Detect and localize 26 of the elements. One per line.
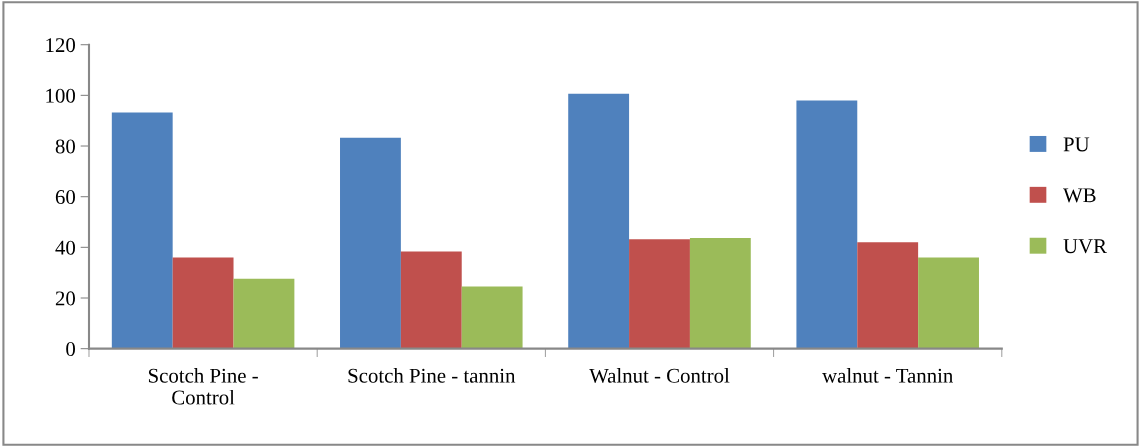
bar xyxy=(111,112,173,349)
bar xyxy=(340,137,401,349)
x-tick-label: Scotch Pine - tannin xyxy=(348,368,516,383)
y-tick-label: 120 xyxy=(46,38,76,53)
y-tick-label: 60 xyxy=(55,190,76,205)
legend-label: UVR xyxy=(1063,239,1107,254)
x-tick-label: walnut - Tannin xyxy=(822,368,953,383)
bar xyxy=(857,242,919,349)
x-tick-label: Walnut - Control xyxy=(589,368,730,383)
bar xyxy=(689,237,751,349)
bar xyxy=(233,278,295,349)
bar xyxy=(400,251,462,349)
y-tick-label: 0 xyxy=(66,342,76,357)
legend-label: PU xyxy=(1063,137,1090,152)
bar xyxy=(172,257,234,349)
bar xyxy=(918,257,979,349)
x-tick-label: Scotch Pine - Control xyxy=(148,368,258,405)
y-tick-label: 40 xyxy=(55,240,76,255)
y-tick-label: 100 xyxy=(46,88,76,103)
y-tick-label: 20 xyxy=(55,291,76,306)
legend-label: WB xyxy=(1063,188,1096,203)
bar xyxy=(568,93,630,349)
y-tick-label: 80 xyxy=(55,139,76,154)
bar xyxy=(796,100,858,349)
bar xyxy=(461,286,523,349)
bar xyxy=(629,239,690,349)
